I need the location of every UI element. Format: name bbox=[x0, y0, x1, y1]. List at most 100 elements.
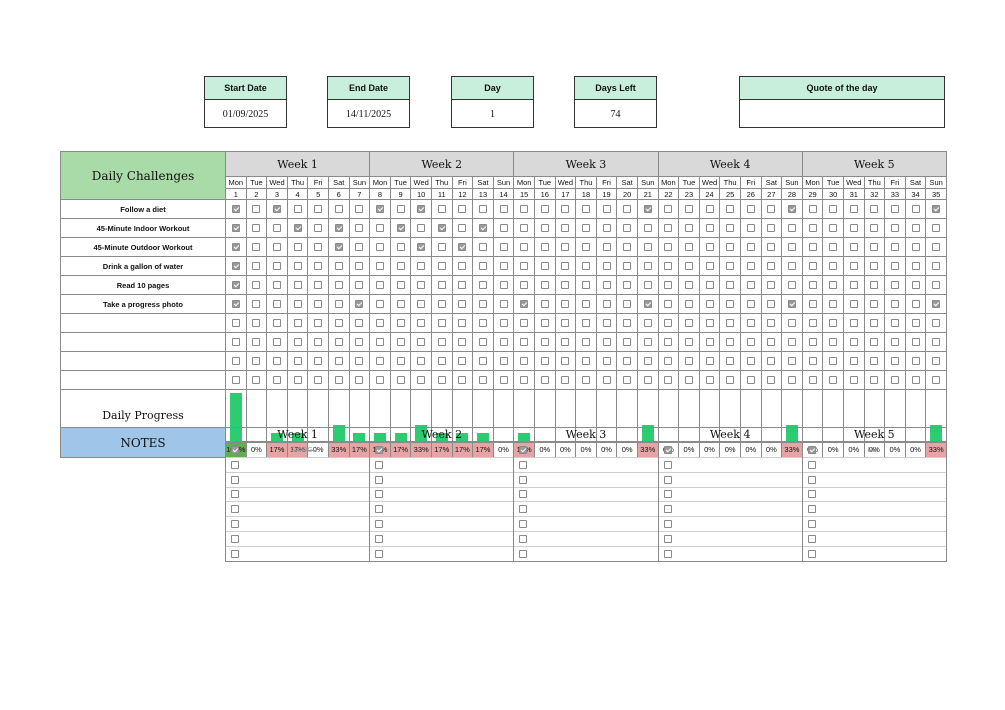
checkbox[interactable] bbox=[231, 280, 240, 289]
checkbox[interactable] bbox=[623, 299, 632, 308]
note-checkbox[interactable] bbox=[807, 505, 816, 514]
checkbox[interactable] bbox=[252, 204, 261, 213]
checkbox[interactable] bbox=[705, 356, 714, 365]
checkbox[interactable] bbox=[911, 223, 920, 232]
checkbox[interactable] bbox=[334, 223, 343, 232]
checkbox[interactable] bbox=[623, 318, 632, 327]
checkbox[interactable] bbox=[870, 204, 879, 213]
checkbox[interactable] bbox=[334, 318, 343, 327]
checkbox[interactable] bbox=[746, 356, 755, 365]
checkbox[interactable] bbox=[478, 261, 487, 270]
checkbox[interactable] bbox=[437, 204, 446, 213]
checkbox[interactable] bbox=[437, 356, 446, 365]
note-checkbox[interactable] bbox=[231, 549, 239, 558]
checkbox[interactable] bbox=[252, 337, 261, 346]
checkbox[interactable] bbox=[581, 318, 590, 327]
checkbox[interactable] bbox=[417, 356, 426, 365]
checkbox[interactable] bbox=[602, 261, 611, 270]
note-checkbox[interactable] bbox=[375, 445, 384, 454]
checkbox[interactable] bbox=[375, 356, 384, 365]
checkbox[interactable] bbox=[623, 223, 632, 232]
checkbox[interactable] bbox=[829, 356, 838, 365]
checkbox[interactable] bbox=[272, 204, 281, 213]
note-checkbox[interactable] bbox=[807, 490, 816, 499]
checkbox[interactable] bbox=[890, 223, 899, 232]
checkbox[interactable] bbox=[602, 242, 611, 251]
checkbox[interactable] bbox=[870, 318, 879, 327]
note-checkbox[interactable] bbox=[807, 534, 816, 543]
note-checkbox[interactable] bbox=[663, 445, 672, 454]
checkbox[interactable] bbox=[478, 356, 487, 365]
checkbox[interactable] bbox=[726, 375, 735, 384]
checkbox[interactable] bbox=[478, 337, 487, 346]
checkbox[interactable] bbox=[808, 356, 817, 365]
note-checkbox[interactable] bbox=[663, 520, 672, 529]
checkbox[interactable] bbox=[911, 375, 920, 384]
checkbox[interactable] bbox=[375, 223, 384, 232]
checkbox[interactable] bbox=[314, 318, 323, 327]
checkbox[interactable] bbox=[478, 223, 487, 232]
checkbox[interactable] bbox=[334, 280, 343, 289]
checkbox[interactable] bbox=[272, 280, 281, 289]
note-checkbox[interactable] bbox=[663, 490, 672, 499]
checkbox[interactable] bbox=[602, 299, 611, 308]
checkbox[interactable] bbox=[808, 204, 817, 213]
checkbox[interactable] bbox=[355, 204, 364, 213]
checkbox[interactable] bbox=[478, 280, 487, 289]
checkbox[interactable] bbox=[314, 280, 323, 289]
checkbox[interactable] bbox=[231, 261, 240, 270]
note-checkbox[interactable] bbox=[519, 445, 528, 454]
checkbox[interactable] bbox=[623, 356, 632, 365]
checkbox[interactable] bbox=[664, 318, 673, 327]
checkbox[interactable] bbox=[890, 299, 899, 308]
checkbox[interactable] bbox=[478, 204, 487, 213]
checkbox[interactable] bbox=[767, 318, 776, 327]
checkbox[interactable] bbox=[767, 299, 776, 308]
checkbox[interactable] bbox=[726, 356, 735, 365]
checkbox[interactable] bbox=[602, 223, 611, 232]
checkbox[interactable] bbox=[746, 337, 755, 346]
checkbox[interactable] bbox=[458, 223, 467, 232]
checkbox[interactable] bbox=[396, 299, 405, 308]
note-checkbox[interactable] bbox=[519, 505, 528, 514]
checkbox[interactable] bbox=[293, 318, 302, 327]
checkbox[interactable] bbox=[726, 204, 735, 213]
checkbox[interactable] bbox=[746, 280, 755, 289]
checkbox[interactable] bbox=[623, 242, 632, 251]
checkbox[interactable] bbox=[767, 242, 776, 251]
checkbox[interactable] bbox=[417, 318, 426, 327]
checkbox[interactable] bbox=[561, 223, 570, 232]
checkbox[interactable] bbox=[375, 242, 384, 251]
checkbox[interactable] bbox=[705, 299, 714, 308]
checkbox[interactable] bbox=[705, 261, 714, 270]
checkbox[interactable] bbox=[520, 337, 529, 346]
checkbox[interactable] bbox=[581, 204, 590, 213]
checkbox[interactable] bbox=[643, 242, 652, 251]
checkbox[interactable] bbox=[540, 261, 549, 270]
checkbox[interactable] bbox=[643, 299, 652, 308]
checkbox[interactable] bbox=[520, 223, 529, 232]
checkbox[interactable] bbox=[417, 242, 426, 251]
checkbox[interactable] bbox=[375, 337, 384, 346]
checkbox[interactable] bbox=[787, 318, 796, 327]
checkbox[interactable] bbox=[623, 375, 632, 384]
checkbox[interactable] bbox=[272, 318, 281, 327]
checkbox[interactable] bbox=[932, 242, 941, 251]
checkbox[interactable] bbox=[334, 356, 343, 365]
checkbox[interactable] bbox=[849, 318, 858, 327]
checkbox[interactable] bbox=[272, 223, 281, 232]
checkbox[interactable] bbox=[540, 337, 549, 346]
checkbox[interactable] bbox=[664, 375, 673, 384]
checkbox[interactable] bbox=[911, 261, 920, 270]
checkbox[interactable] bbox=[499, 261, 508, 270]
checkbox[interactable] bbox=[293, 299, 302, 308]
checkbox[interactable] bbox=[890, 280, 899, 289]
checkbox[interactable] bbox=[767, 280, 776, 289]
note-checkbox[interactable] bbox=[663, 549, 672, 558]
note-checkbox[interactable] bbox=[807, 445, 816, 454]
checkbox[interactable] bbox=[664, 356, 673, 365]
checkbox[interactable] bbox=[396, 318, 405, 327]
checkbox[interactable] bbox=[684, 375, 693, 384]
checkbox[interactable] bbox=[726, 242, 735, 251]
note-checkbox[interactable] bbox=[519, 475, 528, 484]
